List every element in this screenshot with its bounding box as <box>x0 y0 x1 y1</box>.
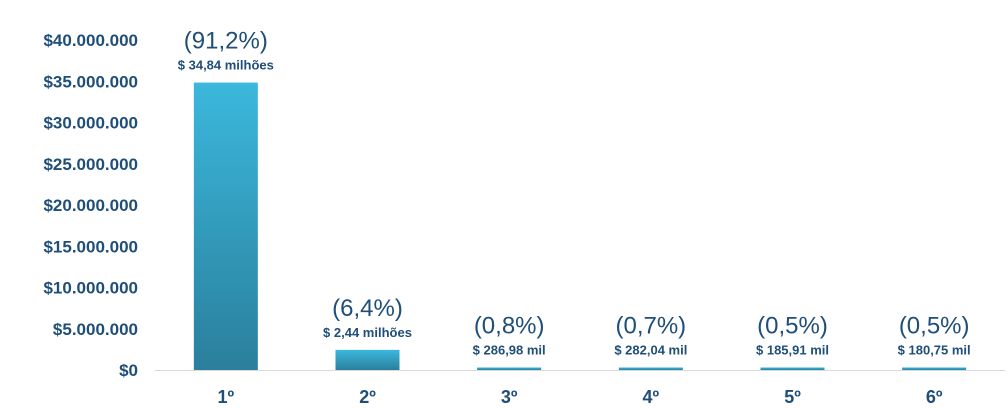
bar-percent-label: (0,7%) <box>615 313 686 340</box>
bars: $ 34,84 milhões (91,2%) $ 2,44 milhões (6,4… <box>178 28 971 370</box>
bar-percent-label: (91,2%) <box>184 28 268 55</box>
y-tick-label: $25.000.000 <box>43 155 138 174</box>
x-tick-label: 4º <box>643 387 660 407</box>
x-tick-label: 2º <box>359 387 376 407</box>
y-tick-label: $20.000.000 <box>43 196 138 215</box>
bar-value-label: $ 185,91 mil <box>756 343 829 358</box>
bar <box>618 367 683 370</box>
x-tick-label: 1º <box>218 387 235 407</box>
bar <box>902 367 967 370</box>
x-axis: 1º 2º 3º 4º 5º 6º <box>218 387 943 407</box>
bar-percent-label: (0,5%) <box>757 313 828 340</box>
bar-percent-label: (6,4%) <box>332 295 403 322</box>
x-tick-label: 5º <box>784 387 801 407</box>
y-tick-label: $10.000.000 <box>43 279 138 298</box>
y-tick-label: $35.000.000 <box>43 72 138 91</box>
bar-percent-label: (0,5%) <box>899 313 970 340</box>
y-tick-label: $40.000.000 <box>43 31 138 50</box>
bar <box>477 367 542 370</box>
x-tick-label: 3º <box>501 387 518 407</box>
bar <box>760 367 825 370</box>
bar-percent-label: (0,8%) <box>474 313 545 340</box>
bar-value-label: $ 2,44 milhões <box>323 325 412 340</box>
y-tick-label: $0 <box>119 361 138 380</box>
bar <box>335 349 400 370</box>
bar-value-label: $ 286,98 mil <box>473 343 546 358</box>
y-tick-label: $30.000.000 <box>43 114 138 133</box>
bar-value-label: $ 282,04 mil <box>614 343 687 358</box>
y-tick-label: $5.000.000 <box>53 320 138 339</box>
bar <box>193 82 258 370</box>
bar-value-label: $ 34,84 milhões <box>178 58 274 73</box>
bar-value-label: $ 180,75 mil <box>898 343 971 358</box>
x-tick-label: 6º <box>926 387 943 407</box>
y-tick-label: $15.000.000 <box>43 237 138 256</box>
y-axis: $0 $5.000.000 $10.000.000 $15.000.000 $20.00… <box>43 31 138 380</box>
